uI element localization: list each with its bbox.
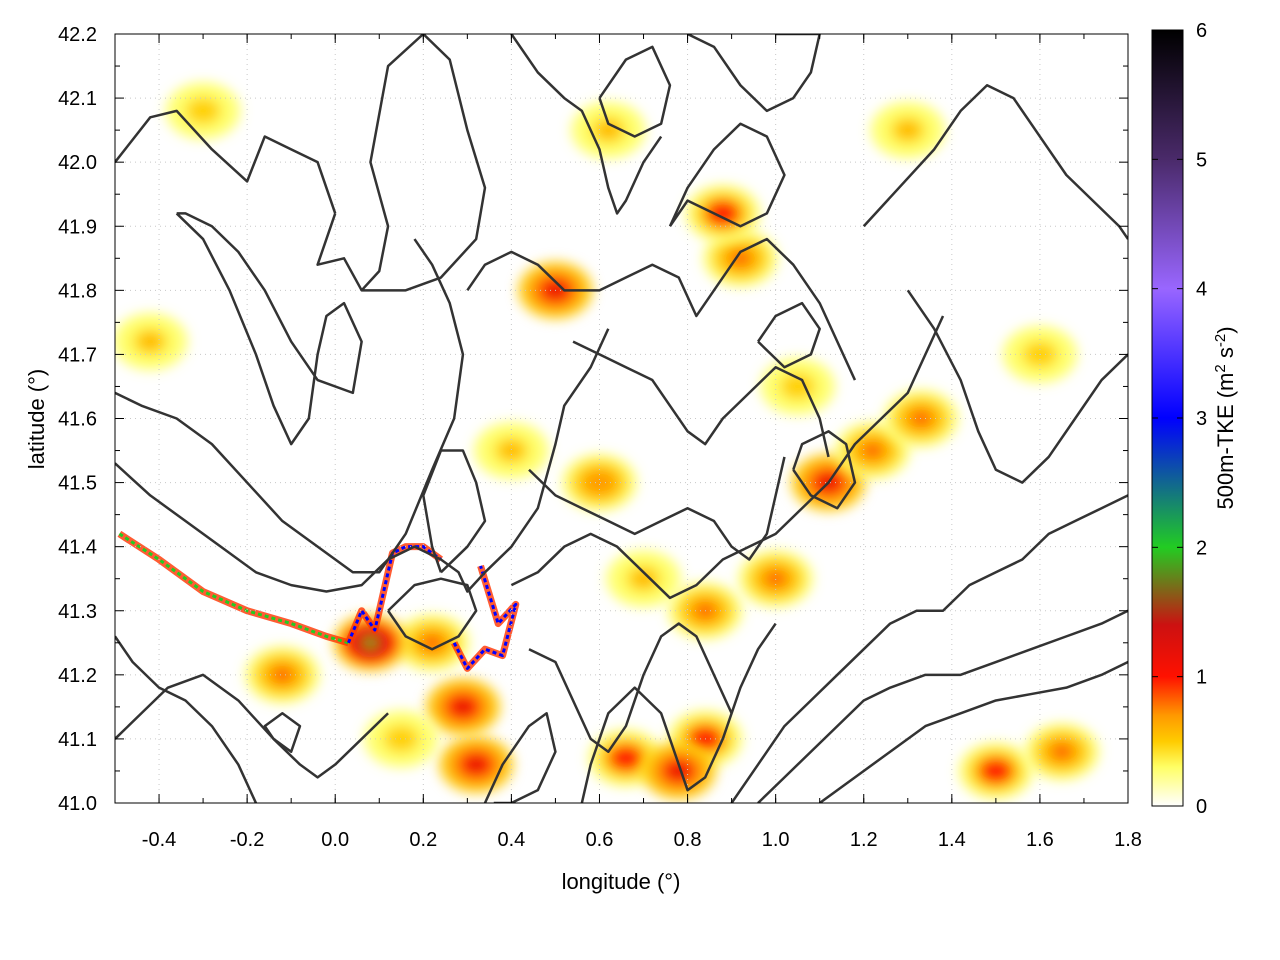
y-axis-title: latitude (°) [24,369,49,470]
x-tick-label: 0.8 [674,829,702,851]
y-tick-label: 41.4 [58,537,97,559]
tke-hotspot [685,184,761,243]
x-tick-label: 1.2 [850,829,878,851]
x-tick-label: 0.0 [321,829,349,851]
tke-hotspot [605,549,682,608]
y-tick-label: 41.7 [58,344,97,366]
y-tick-labels: 41.0 41.1 41.2 41.3 41.4 41.5 41.6 41.7 41.8 41.9… [58,24,97,815]
terrain-contour [316,34,487,292]
tke-hotspot [870,101,946,160]
terrain-contour [510,315,945,600]
colorbar-tick-label: 3 [1196,408,1207,430]
terrain-contour [483,712,557,803]
colorbar-ticks: 0 1 2 3 4 5 6 [1152,20,1207,818]
colorbar-title-sup1: 2 [1212,364,1229,372]
tke-streak [452,565,518,670]
tke-hotspot [738,549,814,608]
terrain-contour [510,34,663,215]
tke-hotspot [1024,722,1100,781]
terrain-contours [115,34,1128,803]
y-tick-label: 41.3 [58,601,97,623]
x-tick-label: 0.2 [409,829,437,851]
tke-streak [347,545,442,644]
tke-hotspot [115,312,188,371]
terrain-contour [757,301,821,369]
x-tick-label: 1.0 [762,829,790,851]
x-tick-label: -0.2 [230,829,264,851]
terrain-contour [598,45,672,138]
x-tick-label: 1.8 [1114,829,1142,851]
y-tick-label: 42.2 [58,24,97,46]
colorbar-tick-label: 4 [1196,279,1207,301]
terrain-contour [730,494,1128,803]
colorbar-title-mid: s [1213,347,1238,364]
tke-hotspot [760,357,836,416]
colorbar-title: 500m-TKE (m2 s-2) [1212,326,1238,509]
y-tick-label: 41.9 [58,216,97,238]
terrain-contour [668,122,786,228]
axis-ticks [114,33,1129,804]
terrain-contour [572,340,830,458]
tke-hotspot [641,742,717,800]
y-tick-label: 41.2 [58,665,97,687]
y-tick-label: 41.5 [58,473,97,495]
y-tick-label: 42.1 [58,88,97,110]
colorbar-title-end: ) [1213,326,1238,333]
y-tick-label: 41.8 [58,280,97,302]
terrain-contour [580,622,777,803]
y-tick-label: 41.6 [58,409,97,431]
colorbar-tick-label: 0 [1196,796,1207,818]
tke-streak [118,532,349,645]
terrain-contour [528,622,733,753]
terrain-contour [862,84,1128,240]
colorbar-title-sup2: -2 [1212,334,1229,347]
x-tick-label: 0.6 [586,829,614,851]
tke-hotspot [958,742,1034,800]
colorbar-tick-label: 1 [1196,667,1207,689]
terrain-contour [792,430,857,510]
tke-hotspot [561,453,638,512]
colorbar-tick-label: 5 [1196,149,1207,171]
colorbar-tick-label: 6 [1196,20,1207,42]
terrain-contour [906,289,1128,484]
terrain-contour [115,238,465,574]
terrain-contour [528,456,786,561]
x-tick-label: -0.4 [142,829,176,851]
terrain-contour [387,577,478,651]
terrain-contour [115,109,337,214]
terrain-contour [757,609,1128,803]
tke-hotspot [165,82,241,140]
terrain-contour [422,449,487,574]
tke-hotspot [425,677,501,736]
x-tick-label: 0.4 [497,829,525,851]
tke-hotspot [570,101,646,160]
x-tick-labels: -0.4 -0.2 0.0 0.2 0.4 0.6 0.8 1.0 1.2 1.4 1.6 1.8 [142,829,1142,851]
y-tick-label: 41.1 [58,729,97,751]
tke-hotspot [244,645,320,704]
terrain-contour [818,660,1128,803]
x-tick-label: 1.6 [1026,829,1054,851]
terrain-contour [115,328,610,593]
terrain-contour [687,34,821,113]
x-axis-title: longitude (°) [562,869,681,894]
x-tick-label: 1.4 [938,829,966,851]
terrain-contour [466,237,857,381]
colorbar-title-main: 500m-TKE (m [1213,373,1238,510]
tke-hotspot [363,710,439,768]
tke-field [115,82,1100,800]
terrain-contour [115,635,258,803]
terrain-contour [175,212,363,446]
tke-hotspot [473,421,549,480]
y-tick-label: 41.0 [58,793,97,815]
y-tick-label: 42.0 [58,152,97,174]
colorbar-tick-label: 2 [1196,537,1207,559]
terrain-contour [263,712,302,753]
